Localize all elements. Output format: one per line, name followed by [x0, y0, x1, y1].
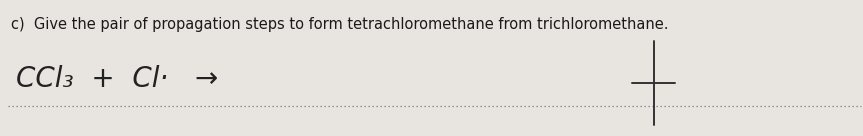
Text: CCl₃  +  Cl·   →: CCl₃ + Cl· →: [16, 65, 218, 93]
Text: c)  Give the pair of propagation steps to form tetrachloromethane from trichloro: c) Give the pair of propagation steps to…: [11, 17, 669, 32]
